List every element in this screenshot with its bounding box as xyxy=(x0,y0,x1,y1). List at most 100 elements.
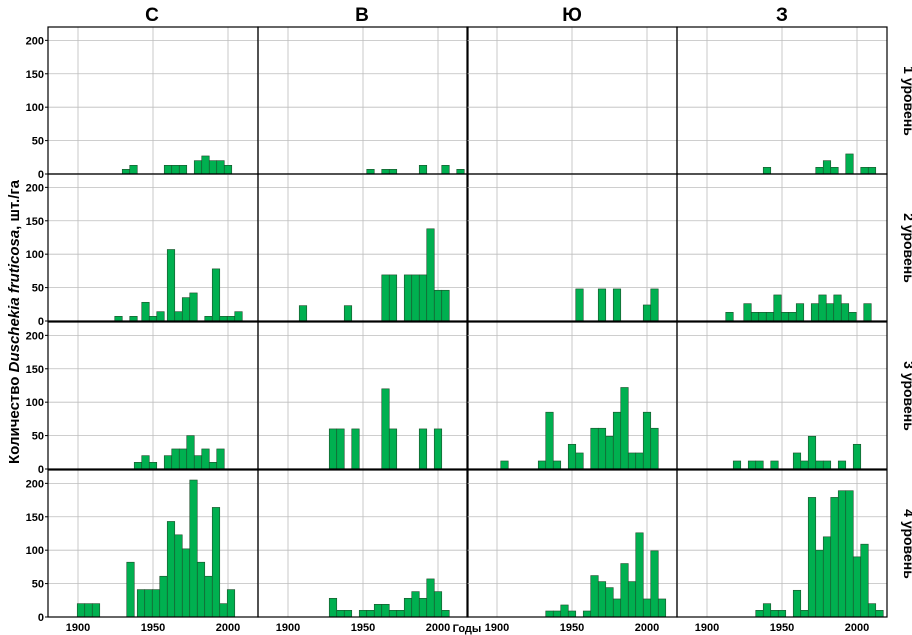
histogram-bar xyxy=(650,550,659,618)
histogram-bar xyxy=(121,169,131,175)
histogram-bar xyxy=(852,443,862,470)
histogram-bar xyxy=(635,532,644,618)
histogram-bar xyxy=(627,581,637,618)
histogram-bar xyxy=(174,311,183,322)
histogram-bar xyxy=(500,460,509,470)
column-title-v: В xyxy=(355,5,369,26)
panel-3-3 xyxy=(466,321,678,470)
histogram-bar xyxy=(328,597,338,618)
row-label-2: 2 уровень xyxy=(901,213,912,283)
x-tick-label: 2000 xyxy=(845,622,869,634)
histogram-bar xyxy=(605,587,614,618)
histogram-bar xyxy=(747,460,757,470)
histogram-bar xyxy=(178,165,188,175)
histogram-bar xyxy=(336,428,345,470)
histogram-bar xyxy=(204,575,213,618)
histogram-bar xyxy=(620,563,629,618)
histogram-bar xyxy=(381,603,390,618)
histogram-bar xyxy=(800,460,809,470)
histogram-bar xyxy=(732,460,742,470)
panel-2-1: 0 50 100 150 200 xyxy=(26,173,259,328)
histogram-bar xyxy=(388,169,398,175)
x-tick-label: 2000 xyxy=(426,622,450,634)
panel-1-3 xyxy=(466,26,678,175)
y-axis-label-species: Duschekia fruticosa xyxy=(6,230,23,373)
histogram-bar xyxy=(381,274,390,322)
histogram-bar xyxy=(201,448,210,470)
histogram-bar xyxy=(136,589,146,618)
histogram-bar xyxy=(358,610,368,618)
row-label-4: 4 уровень xyxy=(901,509,912,579)
y-tick-label: 150 xyxy=(26,69,44,81)
y-tick-label: 0 xyxy=(38,169,44,181)
histogram-bar xyxy=(163,165,173,175)
x-tick-label: 1950 xyxy=(141,622,165,634)
panel-frame xyxy=(257,321,469,470)
row-label-1: 1 уровень xyxy=(901,66,912,136)
histogram-bar xyxy=(815,549,824,618)
panel-4-1: 0 50 100 150 200 1900 1950 2000 xyxy=(26,469,259,634)
histogram-bar xyxy=(298,305,308,322)
histogram-bar xyxy=(822,460,832,470)
histogram-bar xyxy=(388,274,398,322)
histogram-bar xyxy=(777,610,787,618)
histogram-bar xyxy=(174,534,183,618)
histogram-bar xyxy=(642,598,652,618)
histogram-bar xyxy=(426,578,435,618)
y-tick-label: 50 xyxy=(32,283,44,295)
x-tick-label: 2000 xyxy=(635,622,659,634)
x-tick-label: 2000 xyxy=(216,622,240,634)
y-axis-label-pre: Количество xyxy=(6,372,23,464)
histogram-bar xyxy=(441,610,450,618)
histogram-bar xyxy=(590,427,599,470)
x-axis-label: Годы xyxy=(453,623,482,635)
panel-3-2 xyxy=(257,321,469,470)
panel-2-4 xyxy=(676,173,888,322)
histogram-bar xyxy=(193,160,203,175)
histogram-bar xyxy=(159,575,168,618)
histogram-bar xyxy=(193,455,203,470)
x-tick-label: 1900 xyxy=(66,622,90,634)
histogram-bar xyxy=(216,160,225,175)
histogram-bar xyxy=(411,274,420,322)
histogram-bar xyxy=(807,497,817,618)
panels-group: 0501001502000501001502000501001502000501… xyxy=(26,26,888,634)
histogram-bar xyxy=(770,460,779,470)
histogram-bar xyxy=(848,312,857,322)
histogram-bar xyxy=(171,165,180,175)
histogram-bar xyxy=(750,312,760,322)
histogram-bar xyxy=(755,610,764,618)
histogram-bar xyxy=(537,460,547,470)
histogram-bar xyxy=(181,548,191,618)
histogram-bar xyxy=(208,160,218,175)
histogram-bar xyxy=(186,435,195,470)
histogram-bar xyxy=(418,597,428,618)
panel-3-4 xyxy=(676,321,888,470)
histogram-bar xyxy=(567,610,577,618)
histogram-bar xyxy=(441,289,450,322)
histogram-bar xyxy=(418,165,428,175)
histogram-bar xyxy=(582,610,592,618)
histogram-bar xyxy=(867,603,877,618)
y-tick-label: 150 xyxy=(26,512,44,524)
histogram-bar xyxy=(336,610,345,618)
histogram-bar xyxy=(76,603,86,618)
histogram-bar xyxy=(403,274,413,322)
histogram-bar xyxy=(328,428,338,470)
histogram-bar xyxy=(597,288,607,322)
panel-1-1: 0 50 100 150 200 xyxy=(26,26,259,181)
histogram-bar xyxy=(755,460,764,470)
histogram-bar xyxy=(216,448,225,470)
histogram-bar xyxy=(875,610,884,618)
histogram-bar xyxy=(144,589,153,618)
histogram-bar xyxy=(366,610,375,618)
y-tick-label: 200 xyxy=(26,330,44,342)
histogram-bar xyxy=(818,294,827,322)
histogram-bar xyxy=(635,452,644,470)
panel-2-2 xyxy=(257,173,469,322)
y-tick-label: 0 xyxy=(38,464,44,476)
histogram-bar xyxy=(418,274,428,322)
histogram-bar xyxy=(743,303,752,322)
histogram-bar xyxy=(545,610,554,618)
